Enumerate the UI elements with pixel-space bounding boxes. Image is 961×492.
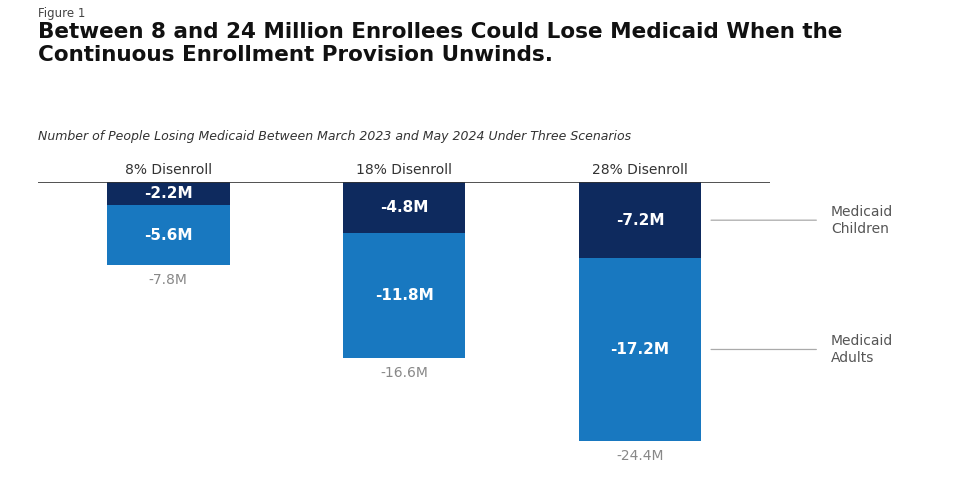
Text: 8% Disenroll: 8% Disenroll — [125, 163, 211, 177]
Text: -4.8M: -4.8M — [380, 200, 428, 215]
Text: -24.4M: -24.4M — [615, 449, 663, 463]
Bar — [107, 205, 230, 265]
Text: -7.8M: -7.8M — [149, 273, 187, 287]
Text: Medicaid
Adults: Medicaid Adults — [830, 334, 892, 365]
Text: Between 8 and 24 Million Enrollees Could Lose Medicaid When the
Continuous Enrol: Between 8 and 24 Million Enrollees Could… — [38, 22, 842, 65]
Text: 18% Disenroll: 18% Disenroll — [356, 163, 452, 177]
Bar — [578, 182, 701, 258]
Text: -17.2M: -17.2M — [609, 342, 669, 357]
Text: Figure 1: Figure 1 — [38, 7, 86, 20]
Bar — [578, 258, 701, 441]
Text: Number of People Losing Medicaid Between March 2023 and May 2024 Under Three Sce: Number of People Losing Medicaid Between… — [38, 130, 631, 143]
Text: -2.2M: -2.2M — [144, 186, 192, 201]
Bar — [107, 182, 230, 205]
Bar — [342, 182, 465, 233]
Text: -11.8M: -11.8M — [374, 288, 433, 303]
Text: -16.6M: -16.6M — [380, 367, 428, 380]
Text: -5.6M: -5.6M — [144, 227, 192, 243]
Text: 28% Disenroll: 28% Disenroll — [591, 163, 687, 177]
Text: -7.2M: -7.2M — [615, 213, 663, 228]
Text: Medicaid
Children: Medicaid Children — [830, 205, 892, 236]
Bar — [342, 233, 465, 358]
